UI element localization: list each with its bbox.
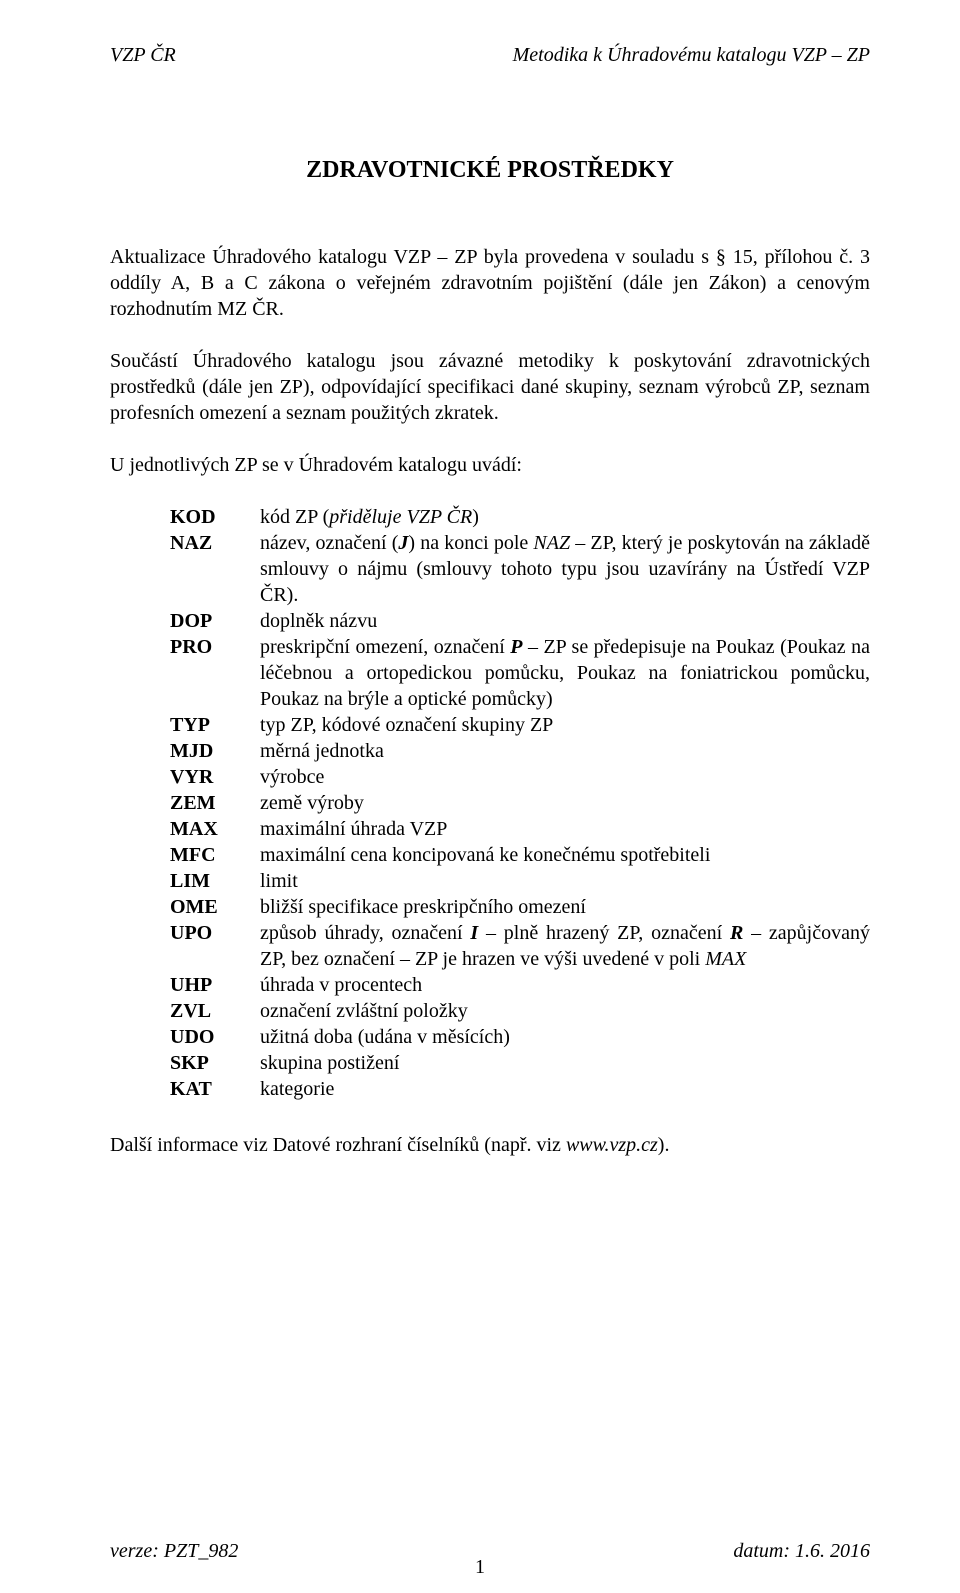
definition-description: země výroby	[260, 790, 870, 816]
definition-description: maximální cena koncipovaná ke konečnému …	[260, 842, 870, 868]
definition-description: užitná doba (udána v měsících)	[260, 1024, 870, 1050]
definition-description: úhrada v procentech	[260, 972, 870, 998]
definition-term: KOD	[170, 504, 260, 530]
intro-paragraph-3: U jednotlivých ZP se v Úhradovém katalog…	[110, 452, 870, 478]
definition-term: LIM	[170, 868, 260, 894]
definition-term: PRO	[170, 634, 260, 660]
definition-term: KAT	[170, 1076, 260, 1102]
definition-row: KODkód ZP (přiděluje VZP ČR)	[170, 504, 870, 530]
definition-row: NAZnázev, označení (J) na konci pole NAZ…	[170, 530, 870, 608]
definition-term: DOP	[170, 608, 260, 634]
definition-description: maximální úhrada VZP	[260, 816, 870, 842]
page-number: 1	[0, 1556, 960, 1579]
definition-description: kód ZP (přiděluje VZP ČR)	[260, 504, 870, 530]
definition-list: KODkód ZP (přiděluje VZP ČR)NAZnázev, oz…	[170, 504, 870, 1102]
definition-description: bližší specifikace preskripčního omezení	[260, 894, 870, 920]
definition-row: PROpreskripční omezení, označení P – ZP …	[170, 634, 870, 712]
definition-description: měrná jednotka	[260, 738, 870, 764]
definition-term: UDO	[170, 1024, 260, 1050]
definition-term: ZEM	[170, 790, 260, 816]
definition-description: limit	[260, 868, 870, 894]
definition-row: VYRvýrobce	[170, 764, 870, 790]
definition-term: MFC	[170, 842, 260, 868]
definition-term: ZVL	[170, 998, 260, 1024]
header-left: VZP ČR	[110, 44, 176, 67]
definition-term: MJD	[170, 738, 260, 764]
definition-row: KATkategorie	[170, 1076, 870, 1102]
definition-description: výrobce	[260, 764, 870, 790]
definition-row: LIMlimit	[170, 868, 870, 894]
definition-description: doplněk názvu	[260, 608, 870, 634]
definition-term: MAX	[170, 816, 260, 842]
definition-term: UPO	[170, 920, 260, 946]
definition-term: OME	[170, 894, 260, 920]
definition-row: MJDměrná jednotka	[170, 738, 870, 764]
definition-description: způsob úhrady, označení I – plně hrazený…	[260, 920, 870, 972]
definition-row: SKPskupina postižení	[170, 1050, 870, 1076]
definition-description: kategorie	[260, 1076, 870, 1102]
definition-term: NAZ	[170, 530, 260, 556]
page-title: ZDRAVOTNICKÉ PROSTŘEDKY	[110, 157, 870, 184]
header-right: Metodika k Úhradovému katalogu VZP – ZP	[513, 44, 870, 67]
definition-description: skupina postižení	[260, 1050, 870, 1076]
intro-paragraph-2: Součástí Úhradového katalogu jsou závazn…	[110, 348, 870, 426]
definition-row: ZEMzemě výroby	[170, 790, 870, 816]
definition-row: DOPdoplněk názvu	[170, 608, 870, 634]
definition-description: preskripční omezení, označení P – ZP se …	[260, 634, 870, 712]
definition-row: UHPúhrada v procentech	[170, 972, 870, 998]
definition-term: VYR	[170, 764, 260, 790]
intro-paragraph-1: Aktualizace Úhradového katalogu VZP – ZP…	[110, 244, 870, 322]
definition-row: UDOužitná doba (udána v měsících)	[170, 1024, 870, 1050]
closing-paragraph: Další informace viz Datové rozhraní číse…	[110, 1132, 870, 1158]
definition-row: UPOzpůsob úhrady, označení I – plně hraz…	[170, 920, 870, 972]
definition-row: MFCmaximální cena koncipovaná ke konečné…	[170, 842, 870, 868]
definition-row: ZVLoznačení zvláštní položky	[170, 998, 870, 1024]
definition-row: OMEbližší specifikace preskripčního omez…	[170, 894, 870, 920]
definition-description: typ ZP, kódové označení skupiny ZP	[260, 712, 870, 738]
definition-term: SKP	[170, 1050, 260, 1076]
page-header: VZP ČR Metodika k Úhradovému katalogu VZ…	[110, 44, 870, 67]
definition-description: označení zvláštní položky	[260, 998, 870, 1024]
definition-description: název, označení (J) na konci pole NAZ – …	[260, 530, 870, 608]
definition-term: UHP	[170, 972, 260, 998]
definition-term: TYP	[170, 712, 260, 738]
definition-row: TYPtyp ZP, kódové označení skupiny ZP	[170, 712, 870, 738]
definition-row: MAXmaximální úhrada VZP	[170, 816, 870, 842]
